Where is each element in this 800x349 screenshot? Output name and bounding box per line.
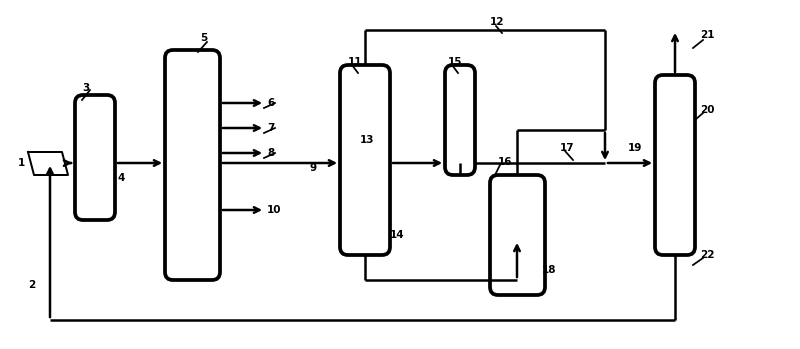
Text: 2: 2 xyxy=(28,280,35,290)
Text: 14: 14 xyxy=(390,230,405,240)
Text: 13: 13 xyxy=(360,135,374,145)
Text: 5: 5 xyxy=(200,33,207,43)
Text: 17: 17 xyxy=(560,143,574,153)
FancyBboxPatch shape xyxy=(445,65,475,175)
Text: 19: 19 xyxy=(628,143,642,153)
Text: 20: 20 xyxy=(700,105,714,115)
Text: 7: 7 xyxy=(267,123,274,133)
FancyBboxPatch shape xyxy=(490,175,545,295)
Text: 10: 10 xyxy=(267,205,282,215)
Text: 6: 6 xyxy=(267,98,274,108)
Text: 15: 15 xyxy=(448,57,462,67)
Text: 1: 1 xyxy=(18,158,26,168)
FancyBboxPatch shape xyxy=(340,65,390,255)
Text: 3: 3 xyxy=(82,83,90,93)
Text: 9: 9 xyxy=(310,163,317,173)
FancyBboxPatch shape xyxy=(655,75,695,255)
FancyBboxPatch shape xyxy=(165,50,220,280)
Text: 18: 18 xyxy=(542,265,557,275)
Text: 8: 8 xyxy=(267,148,274,158)
Text: 21: 21 xyxy=(700,30,714,40)
Text: 22: 22 xyxy=(700,250,714,260)
FancyBboxPatch shape xyxy=(75,95,115,220)
Text: 12: 12 xyxy=(490,17,505,27)
Text: 11: 11 xyxy=(348,57,362,67)
Text: 4: 4 xyxy=(118,173,126,183)
Text: 16: 16 xyxy=(498,157,513,167)
